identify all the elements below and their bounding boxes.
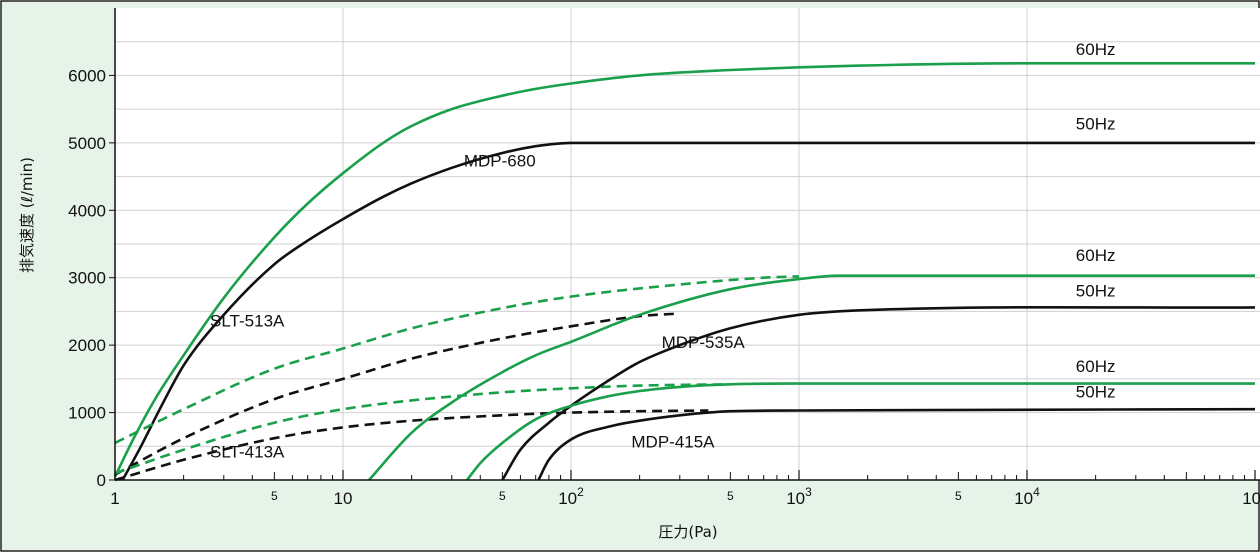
label-layer: MDP-680 SLT-513A SLT-413A MDP-535A MDP-415A 6… <box>210 40 1115 462</box>
series-label-60hz: 60Hz <box>1076 357 1116 376</box>
series-line-mdp-680-60hz <box>113 62 1255 478</box>
y-tick-label: 6000 <box>68 66 106 85</box>
series-label-mdp-415a: MDP-415A <box>631 433 715 452</box>
y-tick-label: 0 <box>97 471 106 490</box>
y-tick-label: 4000 <box>68 201 106 220</box>
x-tick-exponent: 3 <box>805 485 812 499</box>
series-label-mdp-535a: MDP-535A <box>662 333 746 352</box>
series-label-slt-513a: SLT-513A <box>210 311 285 330</box>
x-tick-label: 1 <box>110 489 119 508</box>
series-line-slt-413a-60hz <box>114 383 731 475</box>
series-label-60hz: 60Hz <box>1076 246 1116 265</box>
y-tick-label: 5000 <box>68 134 106 153</box>
series-line-mdp-535a-60hz <box>368 274 1255 481</box>
series-line-slt-513a-60hz <box>114 275 800 445</box>
x-tick-exponent: 2 <box>577 485 584 499</box>
x-tick-label: 105 <box>1242 485 1260 508</box>
series-label-50hz: 50Hz <box>1076 282 1116 301</box>
series-line-mdp-680-50hz <box>121 141 1255 481</box>
x-minor-tick-label: 5 <box>499 489 506 503</box>
x-axis-title: 圧力(Pa) <box>658 523 717 541</box>
x-tick-label: 10 <box>334 489 353 508</box>
series-label-50hz: 50Hz <box>1076 114 1116 133</box>
series-line-mdp-415a-60hz <box>465 382 1255 481</box>
y-tick-label: 1000 <box>68 404 106 423</box>
series-label-mdp-680: MDP-680 <box>464 151 536 170</box>
series-layer <box>113 62 1256 482</box>
series-line-mdp-535a-50hz <box>501 305 1256 481</box>
series-line-mdp-415a-50hz <box>537 407 1256 481</box>
series-label-50hz: 50Hz <box>1076 383 1116 402</box>
x-minor-tick-label: 5 <box>271 489 278 503</box>
series-line-slt-413a-50hz <box>114 409 709 482</box>
series-line-slt-513a-50hz <box>114 312 680 476</box>
y-tick-label: 2000 <box>68 336 106 355</box>
y-axis-title: 排気速度 (ℓ/min) <box>18 157 36 273</box>
x-tick-exponent: 4 <box>1033 485 1040 499</box>
x-minor-tick-label: 5 <box>955 489 962 503</box>
y-tick-label: 3000 <box>68 269 106 288</box>
series-label-60hz: 60Hz <box>1076 40 1116 59</box>
series-label-slt-413a: SLT-413A <box>210 443 285 462</box>
x-minor-tick-label: 5 <box>727 489 734 503</box>
grid-layer <box>115 8 1260 480</box>
